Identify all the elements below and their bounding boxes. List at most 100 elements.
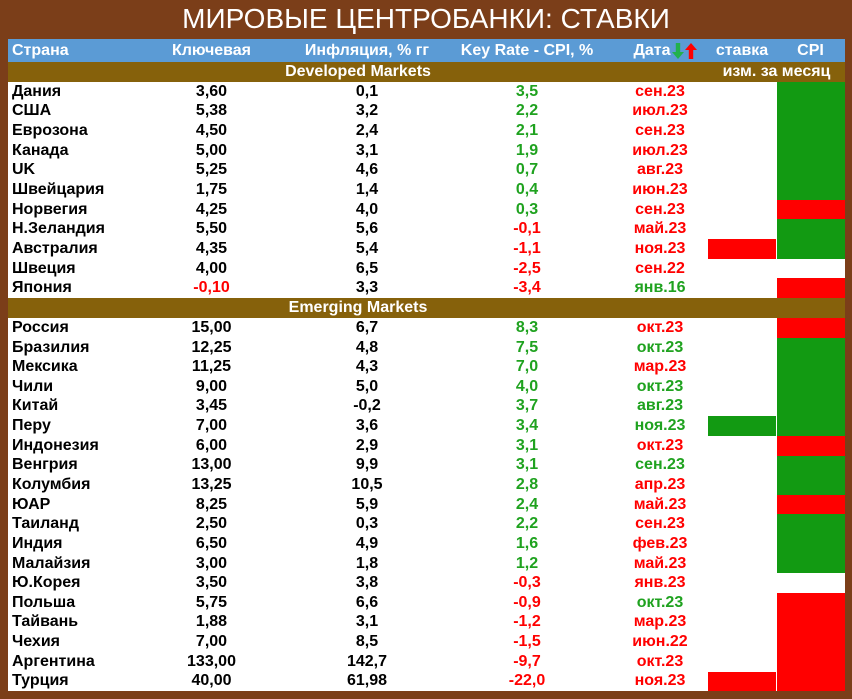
- key-rate-value: 3,60: [195, 82, 228, 100]
- table-row: Тайвань 1,88 3,1 -1,2 мар.23: [8, 612, 845, 633]
- green-down-arrow-icon: [671, 42, 684, 59]
- table-row: Норвегия 4,25 4,0 0,3 сен.23: [8, 199, 845, 220]
- key-rate-value: 15,00: [191, 318, 232, 336]
- header-real-rate: Key Rate - CPI, %: [460, 41, 594, 59]
- real-rate-value: 1,9: [515, 141, 539, 159]
- key-rate-value: 1,75: [195, 181, 228, 199]
- rate-change-cell: [708, 651, 776, 672]
- country-name: Перу: [12, 417, 51, 435]
- last-change-date: июн.23: [632, 181, 688, 199]
- last-change-date: май.23: [633, 220, 687, 238]
- key-rate-value: 1,88: [195, 613, 228, 631]
- rate-change-cell: [708, 82, 776, 102]
- inflation-value: 4,9: [355, 534, 379, 552]
- last-change-date: мар.23: [633, 613, 687, 631]
- rate-change-cell: [708, 435, 776, 456]
- real-rate-value: -0,9: [513, 593, 541, 611]
- last-change-date: авг.23: [636, 397, 684, 415]
- inflation-value: 3,6: [355, 417, 379, 435]
- rate-change-cell: [708, 632, 776, 652]
- key-rate-value: 5,00: [195, 141, 228, 159]
- cpi-change-cell: [776, 593, 845, 613]
- last-change-date: окт.23: [636, 338, 684, 356]
- table-row: Китай 3,45 -0,2 3,7 авг.23: [8, 396, 845, 417]
- country-name: Канада: [12, 141, 69, 159]
- country-name: Колумбия: [12, 475, 91, 493]
- last-change-date: апр.23: [634, 475, 686, 493]
- inflation-value: 4,3: [355, 358, 379, 376]
- real-rate-value: 0,7: [515, 161, 539, 179]
- rate-change-cell: [708, 671, 776, 692]
- real-rate-value: 1,6: [515, 534, 539, 552]
- last-change-date: ноя.23: [634, 672, 686, 690]
- inflation-value: 3,3: [355, 279, 379, 297]
- last-change-date: янв.23: [634, 574, 686, 592]
- country-name: Малайзия: [12, 554, 91, 572]
- inflation-value: 5,0: [355, 377, 379, 395]
- inflation-value: 6,6: [355, 593, 379, 611]
- key-rate-value: 11,25: [191, 358, 232, 376]
- last-change-date: июл.23: [632, 102, 688, 120]
- rate-change-cell: [708, 494, 776, 515]
- table-row: Австралия 4,35 5,4 -1,1 ноя.23: [8, 239, 845, 259]
- country-name: Австралия: [12, 239, 98, 257]
- real-rate-value: 0,3: [515, 200, 539, 218]
- country-name: Н.Зеландия: [12, 220, 105, 238]
- key-rate-value: 8,25: [195, 495, 228, 513]
- real-rate-value: -1,5: [513, 633, 541, 651]
- last-change-date: июл.23: [632, 141, 688, 159]
- rates-table: Страна Ключевая Инфляция, % гг Key Rate …: [8, 39, 845, 692]
- inflation-value: 142,7: [346, 652, 388, 670]
- country-name: Швеция: [12, 259, 76, 277]
- rate-change-cell: [708, 318, 776, 338]
- header-date-label: Дата: [633, 41, 671, 59]
- section-title: Developed Markets: [285, 63, 431, 80]
- rate-change-cell: [708, 514, 776, 535]
- country-name: Россия: [12, 318, 69, 336]
- red-up-arrow-icon: [684, 42, 697, 59]
- real-rate-value: 0,4: [515, 181, 539, 199]
- section-header: Developed Markets изм. за месяц: [8, 62, 845, 82]
- cpi-change-cell: [776, 337, 845, 358]
- real-rate-value: 3,4: [515, 417, 539, 435]
- key-rate-value: 133,00: [187, 652, 236, 670]
- cpi-change-cell: [776, 573, 845, 594]
- table-row: Венгрия 13,00 9,9 3,1 сен.23: [8, 455, 845, 476]
- cpi-change-cell: [776, 514, 845, 535]
- last-change-date: май.23: [633, 495, 687, 513]
- key-rate-value: 5,25: [195, 161, 228, 179]
- cpi-change-cell: [776, 258, 845, 279]
- table-row: Польша 5,75 6,6 -0,9 окт.23: [8, 593, 845, 613]
- last-change-date: мар.23: [633, 358, 687, 376]
- inflation-value: 4,8: [355, 338, 379, 356]
- cpi-change-cell: [776, 651, 845, 672]
- key-rate-value: 5,50: [195, 220, 228, 238]
- table-row: Бразилия 12,25 4,8 7,5 окт.23: [8, 337, 845, 358]
- country-name: Еврозона: [12, 122, 88, 140]
- cpi-change-cell: [776, 455, 845, 476]
- rate-change-cell: [708, 593, 776, 613]
- header-cpi-change: CPI: [797, 41, 824, 59]
- real-rate-value: 2,1: [515, 122, 539, 140]
- real-rate-value: 1,2: [515, 554, 539, 572]
- cpi-change-cell: [776, 376, 845, 397]
- table-row: Ю.Корея 3,50 3,8 -0,3 янв.23: [8, 573, 845, 594]
- key-rate-value: 13,00: [191, 456, 232, 474]
- inflation-value: 5,4: [355, 239, 379, 257]
- real-rate-value: -0,3: [513, 574, 541, 592]
- table-row: Канада 5,00 3,1 1,9 июл.23: [8, 140, 845, 161]
- key-rate-value: 40,00: [191, 672, 232, 690]
- cpi-change-cell: [776, 219, 845, 240]
- real-rate-value: 8,3: [515, 318, 539, 336]
- section-note: изм. за месяц: [722, 63, 831, 80]
- inflation-value: 5,9: [355, 495, 379, 513]
- country-name: Япония: [12, 279, 72, 297]
- last-change-date: сен.23: [635, 456, 685, 474]
- rate-change-cell: [708, 416, 776, 436]
- country-name: Индия: [12, 534, 63, 552]
- inflation-value: 6,7: [355, 318, 379, 336]
- last-change-date: май.23: [633, 554, 687, 572]
- real-rate-value: -1,2: [513, 613, 541, 631]
- country-name: Ю.Корея: [12, 574, 81, 592]
- rate-change-cell: [708, 219, 776, 240]
